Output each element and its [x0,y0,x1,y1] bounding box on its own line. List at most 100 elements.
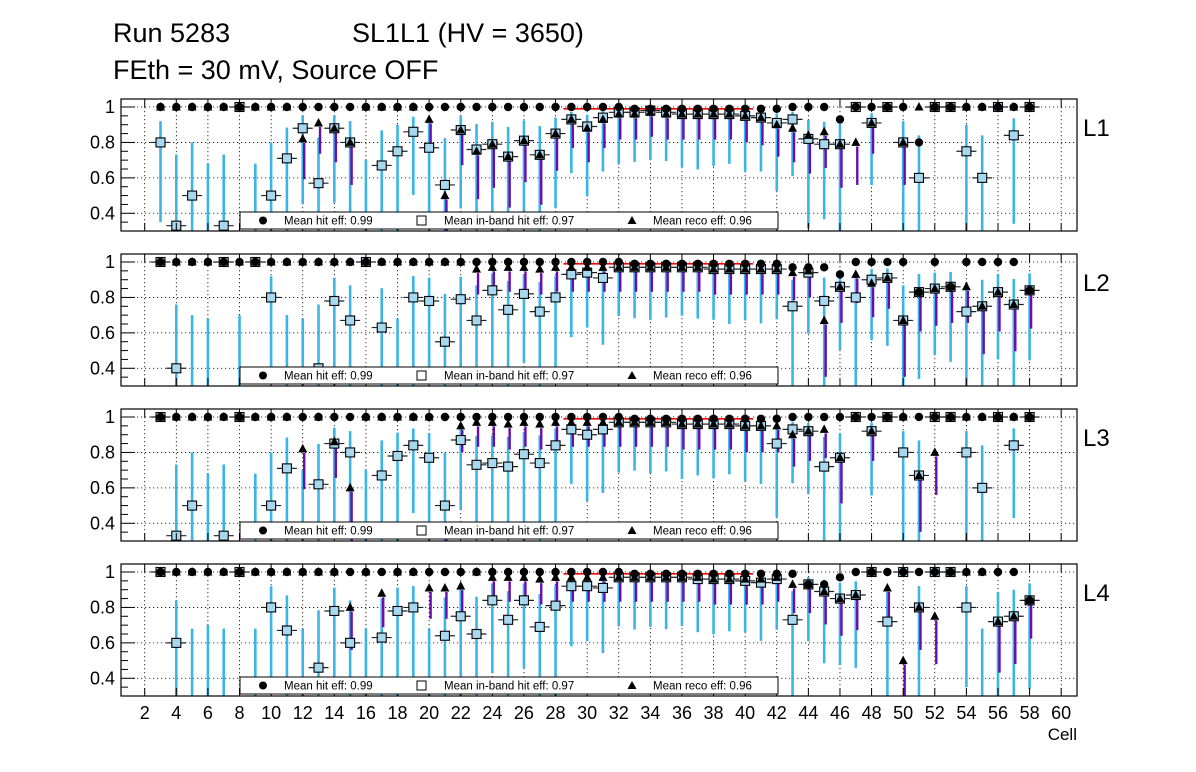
reco-marker [993,616,1003,626]
inband-marker [977,482,988,493]
inband-marker [566,269,577,280]
reco-marker [867,278,877,287]
reco-marker [456,420,466,430]
legend-hit-marker [259,216,267,225]
hit-marker [725,569,734,578]
reco-marker [156,257,166,266]
legend-box [239,521,779,540]
inband-marker [1008,130,1019,141]
reco-marker [630,417,640,426]
x-tick-label: 2 [140,703,150,723]
reco-marker [946,102,956,111]
reco-marker [598,262,608,271]
hit-marker [630,104,639,113]
inband-marker [392,605,403,617]
legend-hit-marker [259,371,267,380]
reco-marker [788,429,798,439]
inband-marker [298,399,307,408]
hit-marker [598,567,608,577]
y-tick-label: 0.6 [90,478,115,498]
inband-marker [235,390,244,399]
reco-marker [314,257,324,266]
conditions-title: FEth = 30 mV, Source OFF [113,55,438,85]
inband-marker [961,146,972,157]
hit-marker [314,102,323,112]
panel-l4: 1 0.8 0.6 0.4 L4 Mean hit eff: 0.99 Mean in-ba… [90,562,1110,697]
reco-marker [661,572,671,581]
reco-marker [535,264,545,273]
inband-marker [787,301,798,312]
hit-marker [377,567,386,577]
legend-reco-text: Mean reco eff: 0.96 [653,371,752,383]
inband-marker [787,614,798,625]
reco-marker [661,262,671,271]
inband-marker [534,458,545,469]
panel-data [150,411,1040,563]
inband-marker [913,172,925,183]
reco-marker [219,102,229,111]
x-tick-label: 52 [925,703,945,723]
x-tick-label: 50 [893,703,913,723]
reco-marker [503,151,513,161]
reco-marker [487,572,497,581]
reco-marker [661,109,671,118]
inband-marker [455,294,466,305]
run-title: Run 5283 [113,18,230,48]
legend-box [239,211,779,230]
reco-marker [630,109,640,118]
hit-marker [740,569,750,578]
reco-marker [977,412,987,421]
reco-marker [772,119,782,129]
hit-marker [693,414,702,423]
panel-data [150,101,1040,253]
inband-marker [408,440,419,451]
reco-marker [756,264,766,273]
reco-marker [503,262,513,271]
hit-marker [819,412,829,422]
legend-inband-marker [416,525,427,536]
hit-marker [740,104,750,113]
reco-marker [930,283,940,293]
inband-marker [376,322,387,333]
inband-marker [345,637,356,648]
reco-marker [551,128,561,138]
inband-marker [424,452,435,463]
hit-marker [535,567,544,577]
inband-marker [961,602,972,613]
reco-marker [456,581,466,590]
inband-marker [408,292,419,303]
inband-marker [392,146,403,157]
inband-marker [582,429,593,440]
legend-hit-marker [259,681,267,690]
hit-marker [598,102,608,112]
reco-marker [851,269,861,278]
reco-marker [503,419,513,428]
reco-marker [709,109,719,118]
reco-marker [156,412,166,421]
hit-marker [1009,567,1018,577]
hit-marker [756,569,766,578]
reco-marker [898,137,908,146]
reco-marker [582,417,592,426]
x-tick-label: 42 [767,703,787,723]
inband-marker [203,244,212,253]
inband-marker [471,628,482,640]
inband-marker [203,554,212,563]
y-tick-label: 0.4 [90,668,115,688]
inband-marker [155,137,166,148]
hit-marker [440,102,450,112]
hit-marker [503,102,513,112]
x-tick-label: 54 [956,703,976,723]
reco-marker [1025,595,1035,604]
reco-marker [709,574,719,583]
reco-marker [614,109,624,118]
reco-marker [772,264,782,273]
legend-hit-marker [259,526,267,535]
reco-marker [487,417,497,426]
legend-inband-text: Mean in-band hit eff: 0.97 [444,216,574,228]
y-tick-label: 0.8 [90,442,115,462]
y-tick-label: 0.4 [90,513,115,533]
legend-inband-text: Mean in-band hit eff: 0.97 [444,526,574,538]
reco-marker [835,139,845,148]
hit-marker [914,138,924,147]
